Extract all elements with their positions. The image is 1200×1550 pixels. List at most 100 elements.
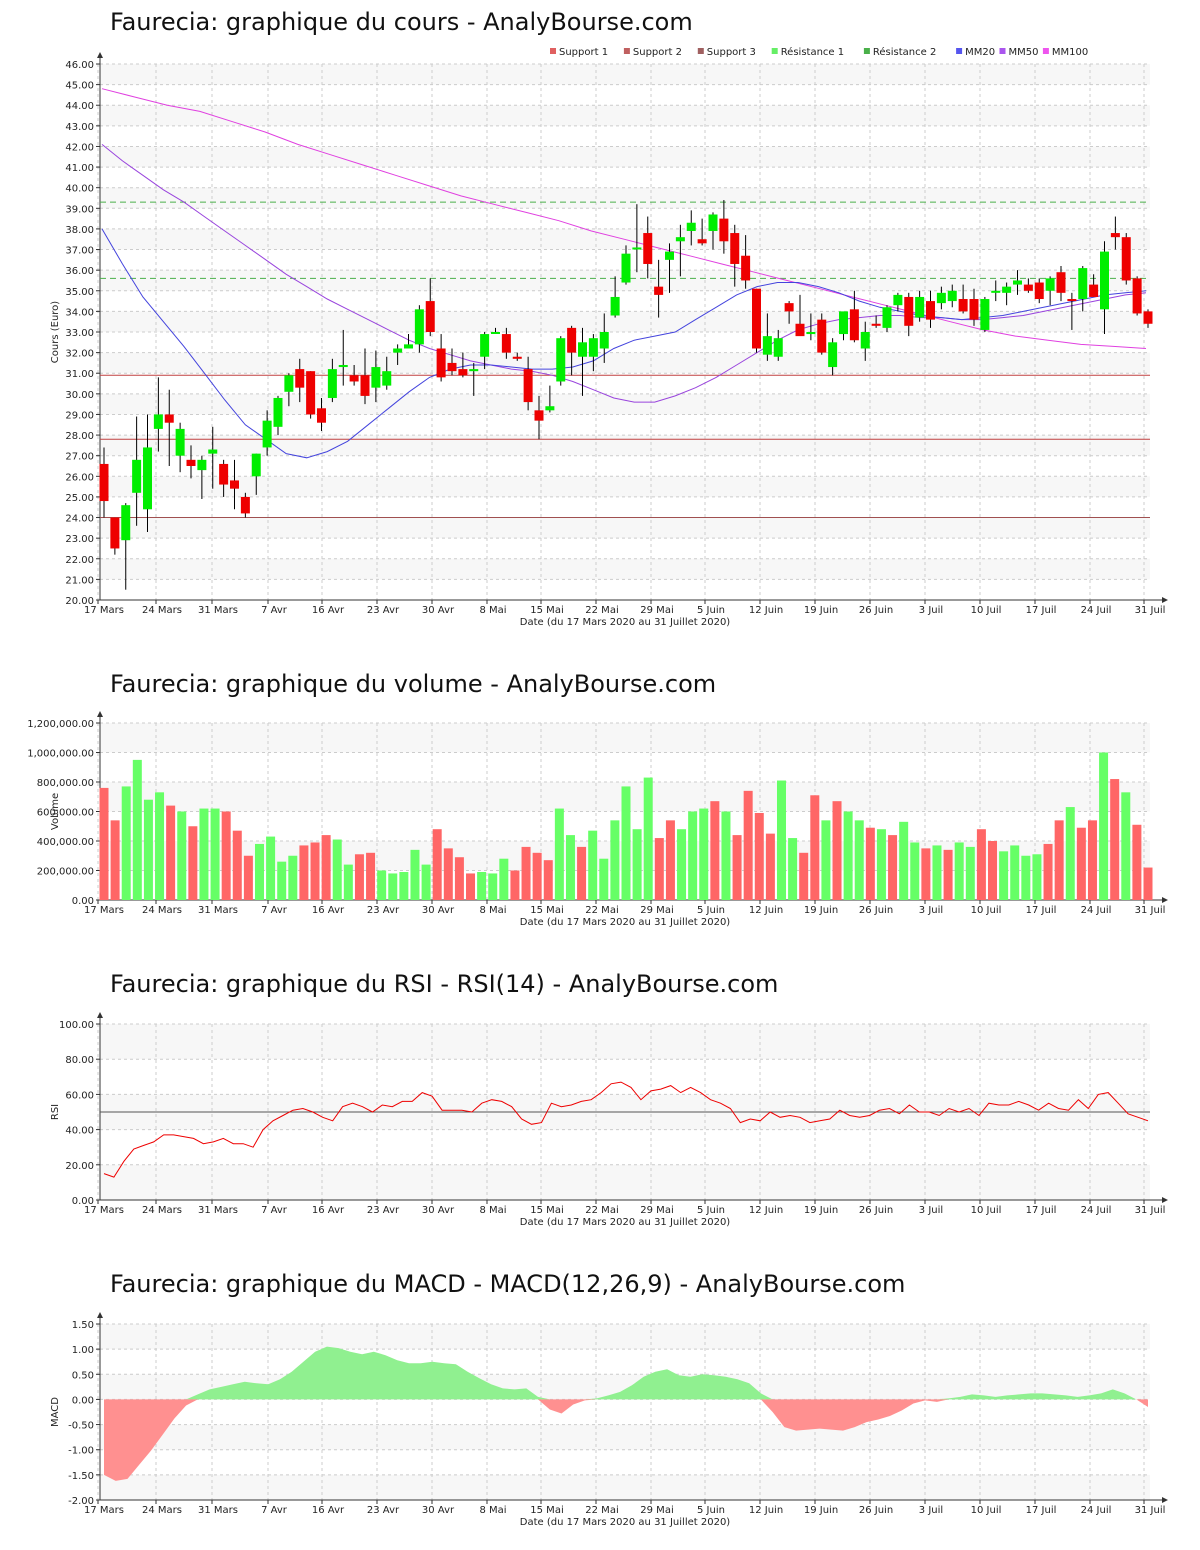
y-tick-label: 1.50 [72,1320,94,1331]
x-tick-label: 26 Juin [859,1205,893,1216]
x-tick-label: 17 Juil [1026,905,1057,916]
candle-body [839,311,848,335]
candle-body [186,459,196,466]
x-tick-label: 8 Mai [479,605,506,616]
candle-body [871,323,881,326]
volume-bar [199,808,209,900]
volume-bar [121,786,131,900]
candle-body [284,375,294,392]
volume-bar [510,870,520,900]
volume-bar [1043,843,1053,900]
rsi-panel: Faurecia: graphique du RSI - RSI(14) - A… [0,960,1200,1240]
x-tick-label: 17 Mars [84,905,124,916]
volume-bar [554,808,564,900]
candle-body [393,348,403,353]
candle-body [447,362,457,372]
candle-body [980,299,990,330]
x-tick-label: 10 Juil [971,1205,1002,1216]
y-tick-label: 0.00 [72,1196,94,1207]
candle-body [480,334,490,357]
candle-body [175,428,185,456]
legend-swatch [863,48,870,54]
x-tick-label: 26 Juin [859,1505,893,1516]
volume-bar [466,873,476,900]
volume-bar [776,780,786,900]
volume-bar [821,820,831,900]
volume-bar [1076,827,1086,900]
volume-bar [288,855,298,900]
macd-chart-title: Faurecia: graphique du MACD - MACD(12,26… [110,1270,906,1298]
x-tick-label: 12 Juin [749,1205,783,1216]
legend-label: MM50 [1009,47,1039,58]
volume-bar [954,842,964,900]
y-tick-label: 24.00 [65,514,94,525]
candle-body [795,323,805,337]
volume-bar [665,820,675,900]
candle-body [578,342,587,357]
volume-bar [588,830,598,900]
candle-body [882,307,892,328]
price-chart: 20.00 21.00 22.00 23.00 24.00 25.00 26.00 27.00… [50,46,1168,628]
x-tick-label: 24 Juil [1081,605,1112,616]
volume-bar [132,759,142,900]
y-tick-label: 28.00 [65,431,94,442]
rsi-chart-title: Faurecia: graphique du RSI - RSI(14) - A… [110,970,779,998]
x-tick-label: 16 Avr [312,1505,345,1516]
candle-body [1056,272,1066,293]
legend-label: MM100 [1052,47,1088,58]
x-tick-label: 12 Juin [749,1505,783,1516]
candle-body [654,286,664,295]
volume-bar [754,812,764,900]
volume-bar [443,848,453,900]
candle-body [1067,299,1077,302]
candle-body [675,237,685,242]
volume-bar [1110,779,1120,900]
y-tick-label: 45.00 [65,81,94,92]
x-tick-label: 24 Juil [1081,1505,1112,1516]
volume-panel: Faurecia: graphique du volume - AnalyBou… [0,660,1200,940]
volume-bar [399,871,409,900]
candle-body [556,338,566,382]
volume-bar [266,836,276,900]
volume-bar [743,790,753,900]
candle-body [1089,284,1099,297]
x-axis-arrow [1162,1497,1168,1503]
volume-bar [243,855,253,900]
y-tick-label: 30.00 [65,390,94,401]
y-axis-arrow [97,1012,103,1018]
volume-bar [899,821,909,900]
candle-body [1023,284,1033,291]
y-tick-label: 41.00 [65,163,94,174]
y-tick-label: 600,000.00 [37,808,94,819]
volume-bar [499,858,509,900]
y-tick-label: 43.00 [65,122,94,133]
x-tick-label: 31 Mars [198,1205,238,1216]
candle-body [1078,268,1088,300]
x-tick-label: 31 Juil [1135,1505,1166,1516]
candle-body [686,222,696,231]
candle-body [1110,233,1120,238]
candle-body [1013,280,1022,285]
x-tick-label: 16 Avr [312,605,345,616]
x-axis-title: Date (du 17 Mars 2020 au 31 Juillet 2020… [520,1217,731,1228]
volume-bar [432,829,442,900]
candle-body [349,375,359,382]
volume-bar [854,820,864,900]
volume-bar [832,801,842,900]
candle-body [414,309,424,345]
candle-body [208,449,218,454]
x-tick-label: 24 Mars [142,905,182,916]
x-tick-label: 31 Juil [1135,1205,1166,1216]
candle-body [469,369,479,372]
volume-bar [921,848,931,900]
candle-body [262,420,272,448]
y-tick-label: -2.00 [68,1496,94,1507]
candle-body [458,369,468,376]
volume-bar [488,873,498,900]
grid-band [100,1059,1150,1095]
volume-bar [688,811,698,900]
volume-bar [699,808,709,900]
volume-bar [1121,792,1131,900]
grid-band [100,1449,1150,1475]
candle-body [295,369,305,388]
